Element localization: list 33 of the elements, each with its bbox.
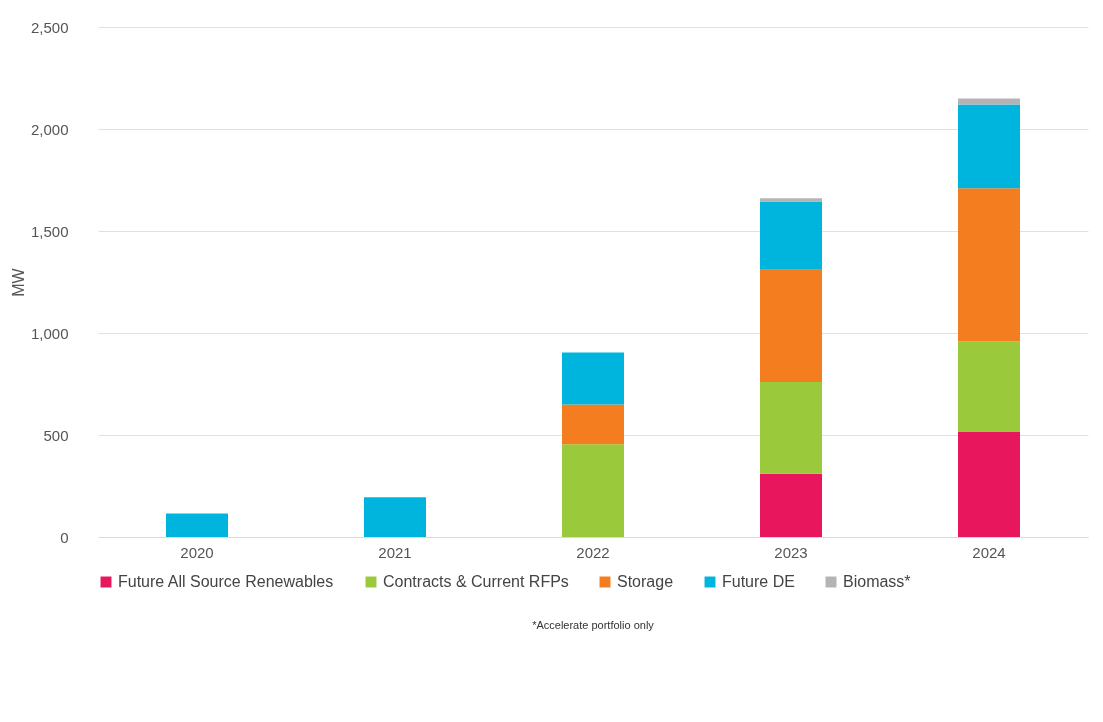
bar [760, 269, 822, 382]
y-tick-label: 500 [43, 426, 69, 444]
y-tick-label: 1,500 [30, 222, 69, 240]
bar [958, 104, 1020, 189]
bar [760, 198, 822, 202]
y-tick-label: 1,000 [30, 324, 69, 342]
y-tick-label: 0 [60, 528, 69, 546]
bar [166, 513, 228, 537]
bar [958, 188, 1020, 342]
bar [958, 341, 1020, 432]
bar [562, 444, 624, 537]
bar [760, 381, 822, 474]
y-tick-label: 2,000 [30, 120, 69, 138]
bar [958, 431, 1020, 537]
x-tick-label: 2021 [378, 543, 412, 561]
text: *Accelerate portfolio only [532, 619, 655, 631]
legend-label: Future DE [722, 573, 795, 590]
legend-label: Future All Source Renewables [118, 573, 334, 590]
y-axis-title: MW [9, 267, 27, 297]
x-tick-label: 2024 [972, 543, 1006, 561]
x-tick-label: 2022 [576, 543, 610, 561]
bar [562, 404, 624, 445]
legend-label: Biomass* [843, 573, 911, 590]
bar [760, 473, 822, 537]
legend-label: Contracts & Current RFPs [383, 573, 569, 590]
bar [760, 201, 822, 270]
bar [562, 352, 624, 405]
y-tick-label: 2,500 [30, 18, 69, 36]
legend-label: Storage [617, 573, 674, 590]
x-tick-label: 2023 [774, 543, 808, 561]
x-tick-label: 2020 [180, 543, 214, 561]
bar [364, 497, 426, 537]
bar [958, 98, 1020, 105]
